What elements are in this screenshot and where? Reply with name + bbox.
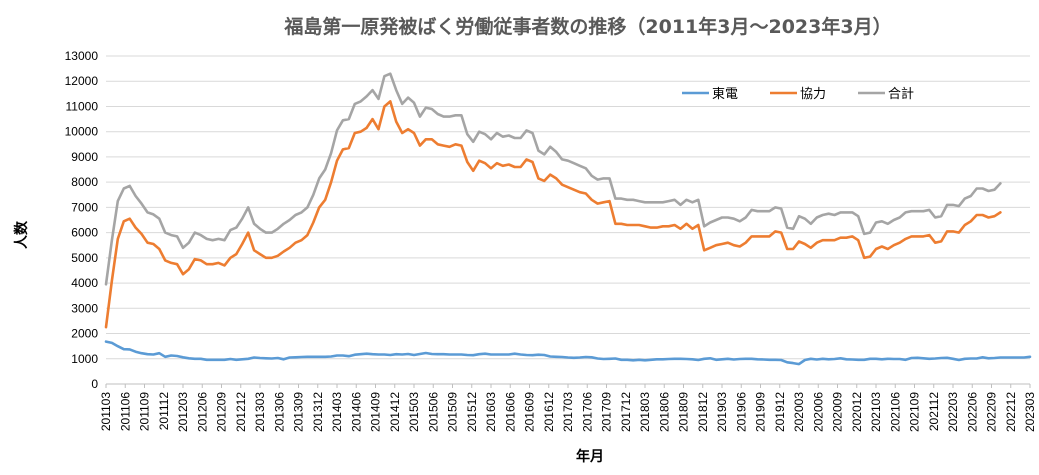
y-tick-label: 9000: [71, 150, 98, 164]
x-tick-label: 201803: [638, 392, 652, 432]
y-tick-label: 3000: [71, 301, 98, 315]
y-tick-label: 8000: [71, 175, 98, 189]
x-tick-label: 201812: [696, 392, 710, 432]
y-tick-label: 1000: [71, 352, 98, 366]
series-line-0: [104, 340, 1032, 366]
y-tick-label: 11000: [66, 99, 99, 113]
x-tick-label: 201312: [311, 392, 325, 432]
x-tick-label: 201706: [580, 392, 594, 432]
series-lines: [104, 72, 1032, 366]
y-tick-label: 5000: [71, 251, 98, 265]
x-tick-label: 201206: [195, 392, 209, 432]
x-tick-label: 201509: [446, 392, 460, 432]
x-axis-ticks: 201103 201106 201109 201112 201203 201206 2012…: [99, 384, 1037, 432]
x-tick-label: 201609: [523, 392, 537, 432]
x-tick-label: 201412: [388, 392, 402, 432]
x-tick-label: 201903: [715, 392, 729, 432]
x-tick-label: 201209: [215, 392, 229, 432]
x-tick-label: 201112: [157, 392, 171, 431]
x-tick-label: 201403: [330, 392, 344, 432]
x-tick-label: 202109: [908, 392, 922, 432]
y-axis-label: 人数: [13, 220, 30, 249]
y-tick-label: 2000: [71, 327, 98, 341]
y-tick-label: 10000: [65, 125, 99, 139]
x-tick-label: 202106: [888, 392, 902, 432]
chart-title: 福島第一原発被ばく労働従事者数の推移（2011年3月～2023年3月）: [283, 15, 891, 38]
x-tick-label: 201709: [600, 392, 614, 432]
x-tick-label: 201212: [234, 392, 248, 432]
x-tick-label: 202212: [1004, 392, 1018, 432]
x-tick-label: 202203: [946, 392, 960, 432]
x-tick-label: 201703: [561, 392, 575, 432]
x-tick-label: 201106: [118, 392, 132, 431]
x-axis-label: 年月: [576, 448, 604, 465]
x-tick-label: 201909: [754, 392, 768, 432]
y-axis-ticks: 0 1000 2000 3000 4000 5000 6000 7000 8000 9000 100…: [65, 49, 99, 391]
x-tick-label: 202209: [985, 392, 999, 432]
x-tick-label: 201603: [484, 392, 498, 432]
x-tick-label: 201306: [272, 392, 286, 432]
x-tick-label: 201912: [773, 392, 787, 432]
x-tick-label: 201409: [369, 392, 383, 432]
x-tick-label: 201809: [677, 392, 691, 432]
y-tick-label: 12000: [65, 74, 99, 88]
y-tick-label: 0: [91, 377, 98, 391]
x-tick-label: 201506: [426, 392, 440, 432]
y-tick-label: 7000: [71, 200, 98, 214]
x-tick-label: 201906: [734, 392, 748, 432]
x-tick-label: 201303: [253, 392, 267, 432]
x-tick-label: 201309: [292, 392, 306, 432]
legend-label-2: 合計: [888, 86, 914, 102]
x-tick-label: 202112: [927, 392, 941, 431]
x-tick-label: 201103: [99, 392, 113, 431]
x-tick-label: 201512: [465, 392, 479, 432]
x-tick-label: 201806: [657, 392, 671, 432]
x-tick-label: 202003: [792, 392, 806, 432]
legend: 東電 協力 合計: [682, 86, 914, 102]
series-line-1: [104, 100, 1002, 329]
y-tick-label: 6000: [71, 226, 98, 240]
x-tick-label: 202206: [965, 392, 979, 432]
legend-label-0: 東電: [712, 86, 738, 102]
x-tick-label: 201606: [503, 392, 517, 432]
x-tick-label: 202009: [831, 392, 845, 432]
legend-label-1: 協力: [800, 87, 826, 102]
series-line-2: [104, 72, 1002, 286]
x-tick-label: 201406: [349, 392, 363, 432]
y-tick-label: 13000: [65, 49, 99, 63]
y-tick-label: 4000: [71, 276, 98, 290]
x-tick-label: 202006: [811, 392, 825, 432]
x-tick-label: 201712: [619, 392, 633, 432]
x-tick-label: 201612: [542, 392, 556, 432]
x-tick-label: 202303: [1023, 392, 1037, 432]
x-tick-label: 202012: [850, 392, 864, 432]
x-tick-label: 201203: [176, 392, 190, 432]
x-tick-label: 201109: [138, 392, 152, 431]
x-tick-label: 201503: [407, 392, 421, 432]
x-tick-label: 202103: [869, 392, 883, 432]
